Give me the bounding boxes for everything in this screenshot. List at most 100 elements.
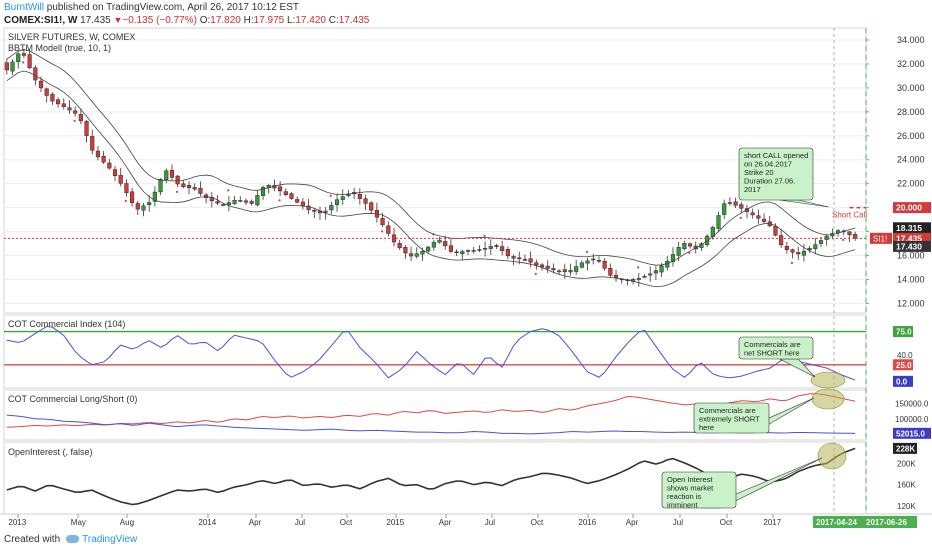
chart-header: BurntWill published on TradingView.com, … [4, 2, 369, 27]
time-tick-label: 2015 [386, 518, 404, 527]
close-value: 17.435 [338, 15, 370, 26]
price-tag-level [893, 202, 931, 214]
time-tick-label: 2017 [763, 518, 781, 527]
candle-body [363, 198, 368, 204]
candle-body [534, 262, 539, 266]
candle-body [426, 246, 431, 252]
down-arrow-icon: ▼ [113, 15, 123, 25]
cot-tick-label: 25.0 [896, 361, 912, 370]
candle-body [403, 247, 408, 254]
candle-body [511, 256, 516, 259]
time-tick-label: 2014 [198, 518, 216, 527]
signal-dot: • [483, 231, 486, 240]
candle-body [95, 150, 101, 158]
candle-body [551, 268, 556, 271]
time-tick-label: May [71, 518, 86, 527]
signal-dot: • [586, 248, 589, 257]
candle-body [613, 274, 619, 278]
time-tick-label: 2016 [578, 518, 596, 527]
cot-longshort-note-text: Commercials are [699, 406, 756, 415]
candle-body [477, 249, 482, 251]
symbol-tag [870, 232, 892, 244]
footer: Created with TradingView [4, 534, 137, 545]
signal-dot: • [176, 187, 179, 196]
candle-body [130, 191, 135, 204]
candle-body [249, 201, 254, 204]
candle-body [78, 114, 83, 122]
candle-body [369, 202, 374, 211]
candle-body [443, 241, 448, 247]
date-label-expiry: 2017-06-26 [866, 518, 907, 527]
price-tag-prev [893, 240, 931, 252]
candle-body [779, 235, 784, 246]
cot-longshort-note [693, 402, 770, 434]
candle-body [693, 245, 698, 250]
candle-body [192, 187, 197, 190]
time-tick-label: Jul [485, 518, 495, 527]
published-text: published on TradingView.com, April 26, … [46, 2, 299, 13]
candle-body [539, 264, 545, 268]
cot-longshort-note-text: extremely SHORT [699, 415, 760, 424]
candle-body [591, 258, 596, 261]
time-tick-label: Aug [120, 518, 134, 527]
candle-body [38, 80, 44, 89]
candle-body [90, 136, 95, 151]
last-price: 17.435 [80, 15, 111, 26]
ls-tick-label: 52015.0 [896, 429, 925, 438]
signal-dot: • [637, 263, 640, 272]
candle-body [847, 231, 852, 235]
ma-upper-band [6, 49, 856, 266]
cot-longshort-highlight [811, 388, 845, 410]
candle-body [653, 270, 658, 274]
candle-body [33, 67, 38, 81]
candle-body [505, 249, 510, 257]
panel-frame-2 [3, 314, 867, 389]
candle-body [750, 212, 755, 216]
candle-body [733, 201, 738, 206]
open-interest-highlight [817, 442, 847, 470]
candle-body [517, 257, 522, 260]
candle-body [135, 203, 140, 210]
cot-tag [893, 326, 913, 338]
chart-title: SILVER FUTURES, W, COMEX [8, 32, 135, 42]
cot-tick-label: 40.0 [897, 351, 913, 360]
candle-body [853, 234, 858, 239]
author-link[interactable]: BurntWill [4, 2, 45, 13]
cot-tag [893, 375, 913, 387]
close-label: C: [328, 15, 339, 26]
candle-body [602, 260, 607, 269]
candle-body [801, 250, 806, 256]
price-tick-label: 26.000 [897, 131, 925, 141]
candle-body [147, 202, 152, 205]
candle-body [636, 278, 641, 280]
cot-tick-label: 75.0 [896, 328, 912, 337]
open-interest-note-text: shows market [667, 484, 714, 493]
candle-body [175, 175, 180, 185]
oi-tick-label: 228K [896, 444, 915, 453]
candle-body [295, 199, 300, 203]
candle-body [585, 260, 590, 264]
signal-dot: • [73, 116, 76, 125]
price-tick-label: 14.000 [897, 274, 925, 284]
high-value: 17.975 [253, 15, 285, 26]
candle-body [169, 169, 175, 178]
symbol-label: COMEX:SI1!, W [4, 15, 78, 26]
open-interest-note [661, 471, 737, 509]
candle-body [796, 252, 801, 255]
candle-body [676, 247, 681, 256]
publish-line: BurntWill published on TradingView.com, … [4, 2, 369, 14]
open-value: 17.820 [210, 15, 241, 26]
candle-body [141, 205, 146, 211]
tradingview-link[interactable]: TradingView [82, 534, 138, 545]
candle-body [773, 225, 778, 236]
short-call-note-text: 2017 [744, 185, 761, 194]
candle-body [124, 183, 129, 194]
panel-frame-4 [3, 441, 867, 515]
signal-dot: • [329, 192, 332, 201]
cot-longshort-note-text: here [699, 423, 714, 432]
candle-body [448, 245, 453, 252]
candle-body [84, 121, 89, 136]
candle-body [500, 246, 505, 251]
candle-body [357, 193, 362, 199]
